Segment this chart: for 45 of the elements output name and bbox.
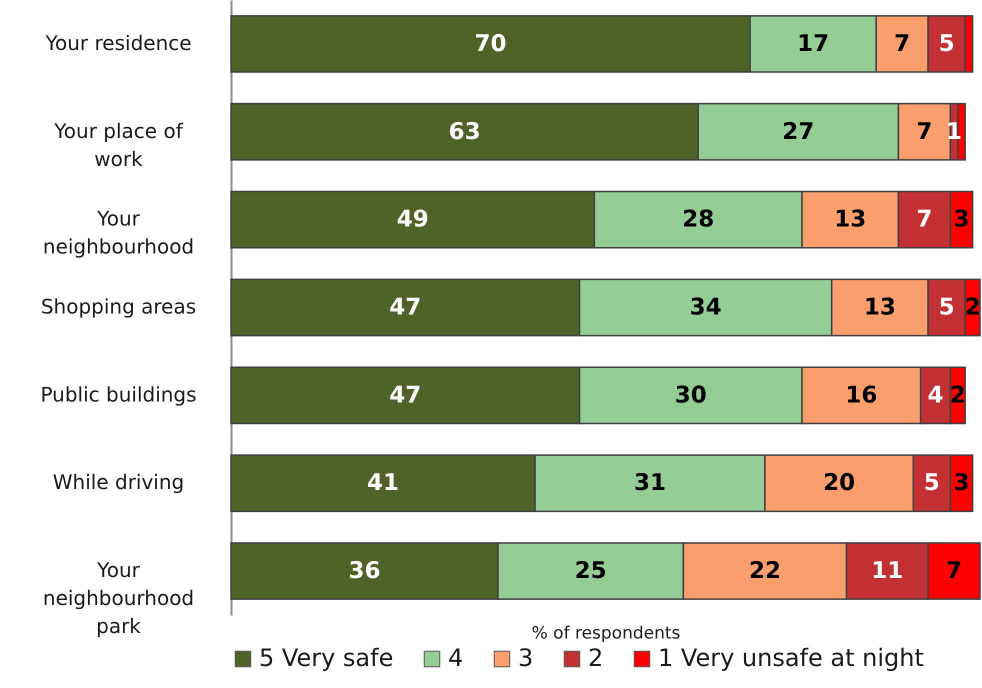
data-label: 27 bbox=[782, 118, 814, 145]
data-label: 13 bbox=[834, 206, 866, 233]
data-label: 28 bbox=[682, 206, 714, 233]
data-label: 2 bbox=[964, 294, 981, 320]
y-tick-label: Shopping areas bbox=[40, 294, 196, 318]
data-label: 7 bbox=[916, 206, 932, 233]
y-tick-label: Public buildings bbox=[40, 382, 197, 406]
data-label: 20 bbox=[823, 470, 856, 496]
data-label: 3 bbox=[953, 470, 970, 496]
data-label: 16 bbox=[845, 382, 878, 408]
legend-label: 3 bbox=[518, 644, 534, 672]
data-label: 49 bbox=[396, 206, 429, 233]
data-label: 7 bbox=[946, 558, 962, 584]
data-label: 17 bbox=[797, 30, 830, 57]
data-label: 5 bbox=[924, 470, 940, 496]
y-tick-label: Your neighbourhood park bbox=[42, 558, 194, 638]
data-label: 63 bbox=[448, 118, 481, 145]
data-label: 70 bbox=[474, 30, 507, 57]
data-label: 47 bbox=[389, 382, 422, 408]
data-label: 34 bbox=[690, 294, 722, 320]
y-tick-label: Your neighbourhood bbox=[42, 206, 194, 259]
data-label: 31 bbox=[634, 470, 666, 496]
data-label: 4 bbox=[927, 382, 944, 408]
data-label: 11 bbox=[871, 558, 904, 584]
data-label: 36 bbox=[348, 558, 380, 584]
data-label: 2 bbox=[950, 382, 966, 408]
legend-label: 4 bbox=[448, 644, 464, 672]
data-label: 7 bbox=[894, 30, 910, 57]
data-label: 22 bbox=[748, 558, 781, 584]
legend-label: 2 bbox=[588, 644, 604, 672]
data-label: 25 bbox=[574, 558, 607, 584]
data-label: 5 bbox=[938, 30, 955, 57]
data-label: 41 bbox=[367, 470, 400, 496]
y-tick-label: Your residence bbox=[44, 30, 192, 55]
legend-label: 5 Very safe bbox=[259, 644, 394, 672]
y-tick-label: Your place of work bbox=[53, 118, 184, 171]
x-axis-title: % of respondents bbox=[532, 624, 681, 644]
data-label: 30 bbox=[674, 382, 707, 408]
data-label: 13 bbox=[864, 294, 896, 320]
data-label: 47 bbox=[389, 294, 422, 320]
legend-label: 1 Very unsafe at night bbox=[658, 644, 924, 672]
y-tick-label: While driving bbox=[52, 470, 184, 494]
data-label: 5 bbox=[938, 294, 955, 320]
data-label: 7 bbox=[916, 118, 932, 145]
data-label: 3 bbox=[953, 206, 970, 233]
